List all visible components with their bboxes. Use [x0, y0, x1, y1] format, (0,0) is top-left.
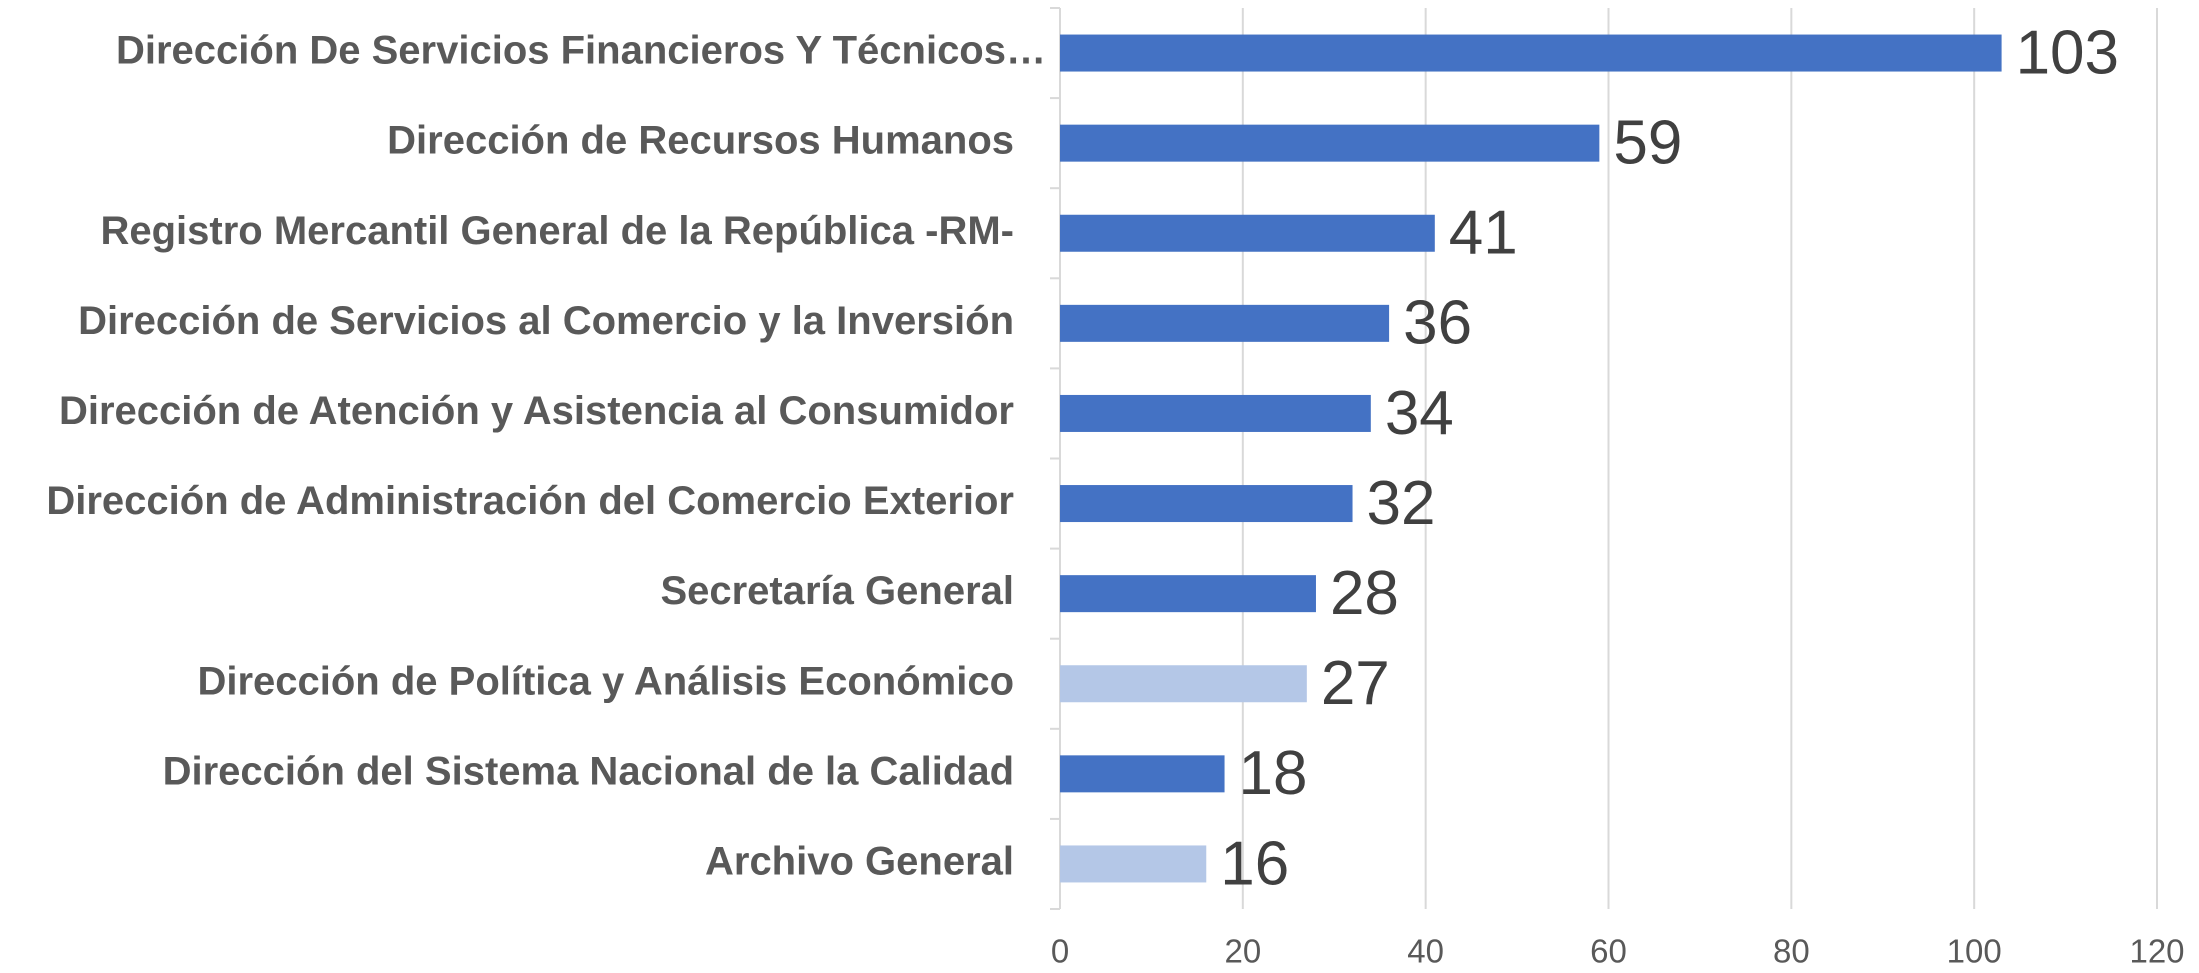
bar [1060, 485, 1353, 523]
x-tick-label: 20 [1224, 933, 1261, 970]
bar [1060, 34, 2002, 72]
x-tick-label: 0 [1051, 933, 1069, 970]
x-tick-label: 40 [1407, 933, 1444, 970]
data-label: 28 [1330, 559, 1399, 628]
y-tick-label: Archivo General [705, 840, 1014, 884]
bar [1060, 755, 1225, 793]
data-label: 16 [1220, 829, 1289, 898]
x-tick-label: 60 [1590, 933, 1627, 970]
x-tick-label: 100 [1947, 933, 2002, 970]
bar [1060, 665, 1307, 703]
data-label: 41 [1449, 199, 1518, 268]
bar [1060, 214, 1435, 252]
y-tick-label: Dirección del Sistema Nacional de la Cal… [163, 749, 1014, 793]
y-tick-label: Dirección De Servicios Financieros Y Téc… [116, 29, 1046, 73]
data-label: 36 [1403, 289, 1472, 358]
bar [1060, 124, 1600, 162]
data-label: 32 [1367, 469, 1436, 538]
data-label: 34 [1385, 379, 1454, 448]
data-label: 103 [2016, 18, 2119, 87]
y-tick-label: Dirección de Recursos Humanos [387, 119, 1014, 163]
x-tick-label: 80 [1773, 933, 1810, 970]
y-tick-label: Registro Mercantil General de la Repúbli… [100, 209, 1014, 253]
x-tick-label: 120 [2129, 933, 2184, 970]
bar [1060, 304, 1390, 342]
y-tick-label: Dirección de Servicios al Comercio y la … [78, 299, 1014, 343]
data-label: 27 [1321, 649, 1390, 718]
y-tick-label: Secretaría General [660, 569, 1014, 613]
y-tick-label: Dirección de Administración del Comercio… [46, 479, 1014, 523]
y-tick-label: Dirección de Política y Análisis Económi… [197, 659, 1014, 703]
data-label: 59 [1613, 109, 1682, 178]
bar [1060, 575, 1316, 613]
y-tick-label: Dirección de Atención y Asistencia al Co… [59, 389, 1014, 433]
data-label: 18 [1239, 739, 1308, 808]
bar [1060, 845, 1207, 883]
bar [1060, 394, 1371, 432]
